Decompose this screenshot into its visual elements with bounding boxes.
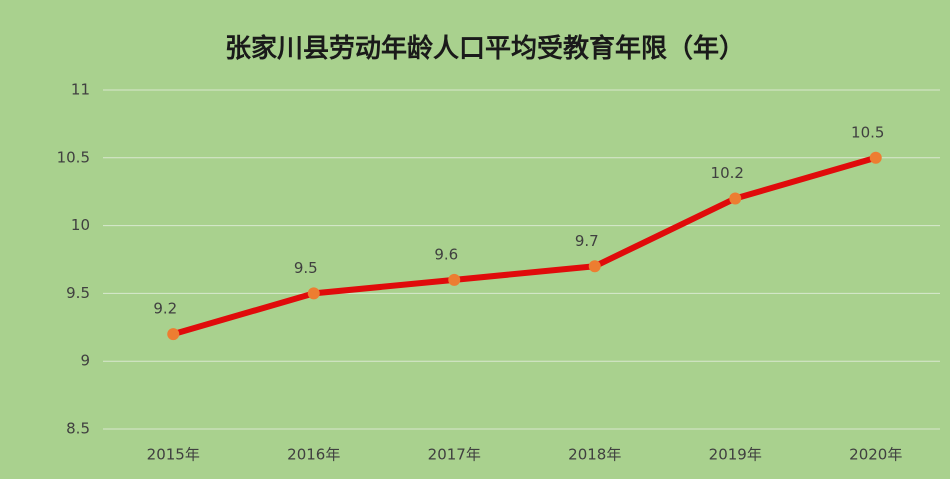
data-label: 10.5 bbox=[851, 123, 884, 141]
data-label: 10.2 bbox=[711, 164, 744, 182]
data-label: 9.7 bbox=[575, 232, 599, 250]
data-point bbox=[448, 273, 461, 286]
y-tick-label: 9.5 bbox=[66, 284, 90, 302]
x-tick-label: 2020年 bbox=[849, 446, 902, 464]
y-tick-label: 8.5 bbox=[66, 420, 90, 438]
y-tick-label: 9 bbox=[80, 352, 90, 370]
x-tick-label: 2015年 bbox=[147, 446, 200, 464]
data-point bbox=[588, 260, 601, 273]
chart-title: 张家川县劳动年龄人口平均受教育年限（年） bbox=[225, 33, 745, 64]
data-point bbox=[729, 192, 742, 205]
x-tick-label: 2017年 bbox=[428, 446, 481, 464]
y-tick-label: 11 bbox=[71, 81, 90, 99]
x-tick-label: 2016年 bbox=[287, 446, 340, 464]
data-label: 9.6 bbox=[434, 245, 458, 263]
data-label: 9.2 bbox=[153, 300, 177, 318]
data-point bbox=[869, 151, 882, 164]
data-point bbox=[167, 328, 180, 341]
data-label: 9.5 bbox=[294, 259, 318, 277]
y-tick-label: 10 bbox=[71, 216, 90, 234]
x-tick-label: 2019年 bbox=[709, 446, 762, 464]
data-line bbox=[172, 154, 877, 337]
x-tick-label: 2018年 bbox=[568, 446, 621, 464]
data-point bbox=[307, 287, 320, 300]
y-tick-label: 10.5 bbox=[57, 148, 90, 166]
